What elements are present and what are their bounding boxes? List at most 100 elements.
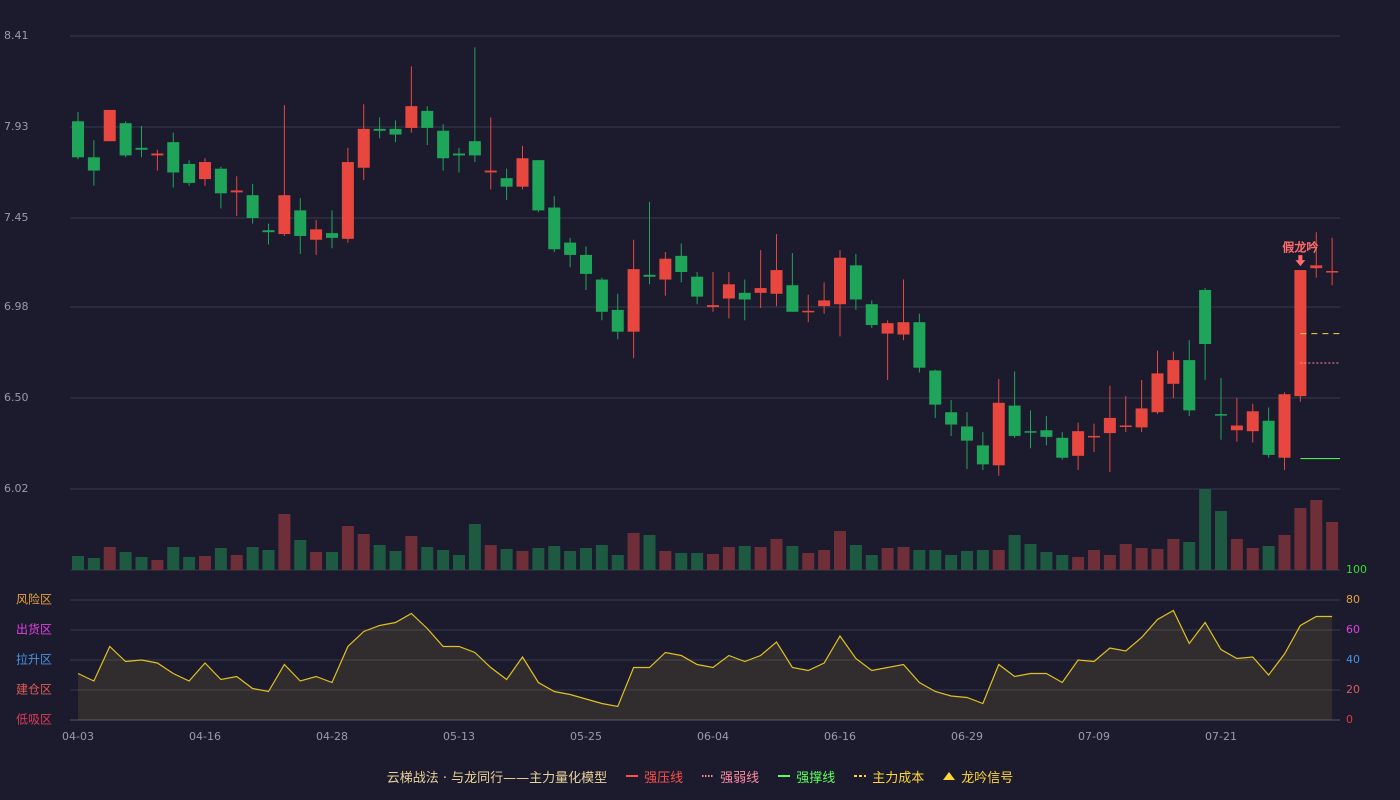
volume-bar <box>1008 535 1021 570</box>
volume-bar <box>834 531 846 570</box>
volume-bar <box>580 548 592 570</box>
legend-label: 强撑线 <box>796 770 836 786</box>
candle-body <box>1135 408 1148 428</box>
candle-body <box>611 309 624 332</box>
candle-body <box>802 310 815 313</box>
volume-bar <box>326 552 338 570</box>
volume-bar <box>437 550 450 570</box>
candle-body <box>627 269 640 332</box>
volume-bar <box>1040 552 1053 570</box>
legend-swatch <box>778 775 791 777</box>
candle-body <box>580 254 592 274</box>
candle-body <box>961 426 973 441</box>
candle-body <box>1008 405 1021 436</box>
volume-bar <box>1167 539 1180 570</box>
volume-bar <box>611 555 624 570</box>
candle-body <box>87 157 100 171</box>
candle-body <box>834 257 846 305</box>
volume-bar <box>453 555 465 570</box>
x-tick-label: 04-16 <box>189 730 221 743</box>
candle-body <box>135 147 148 150</box>
volume-bar <box>500 549 513 570</box>
candle-body <box>326 233 338 238</box>
volume-bar <box>119 552 132 570</box>
candle-body <box>1326 271 1339 273</box>
y2-tick-label: 60 <box>1346 623 1360 636</box>
candle-body <box>1215 414 1227 416</box>
y-tick-label: 8.41 <box>4 29 29 42</box>
volume-bar <box>1199 489 1212 570</box>
candle-body <box>929 370 942 405</box>
candle-body <box>722 284 735 299</box>
candle-body <box>548 207 561 250</box>
legend-item: 强撑线 <box>777 767 835 786</box>
candle-body <box>1183 360 1196 411</box>
volume-bar <box>135 557 148 570</box>
volume-bar <box>595 545 608 570</box>
volume-bar <box>1262 546 1275 570</box>
candle-body <box>1119 425 1132 428</box>
candle-body <box>468 141 481 156</box>
candle-body <box>754 288 767 293</box>
legend-swatch <box>702 775 715 777</box>
volume-bar <box>389 551 402 570</box>
x-tick-label: 06-04 <box>697 730 729 743</box>
candle-body <box>119 123 132 156</box>
volume-bar <box>484 545 497 570</box>
x-tick-label: 05-13 <box>443 730 475 743</box>
volume-bar <box>1056 555 1069 570</box>
volume-bar <box>1072 557 1085 570</box>
candle-body <box>500 178 513 187</box>
candle-body <box>199 162 211 180</box>
candle-body <box>865 304 878 326</box>
volume-bar <box>357 534 370 570</box>
candle-body <box>786 285 799 312</box>
candle-body <box>675 255 688 272</box>
volume-bar <box>564 551 577 570</box>
x-tick-label: 06-16 <box>824 730 856 743</box>
volume-bar <box>707 554 719 570</box>
candle-body <box>103 109 116 142</box>
volume-bar <box>770 539 783 570</box>
candle-body <box>770 270 783 294</box>
candle-body <box>738 292 751 300</box>
volume-bar <box>659 551 672 570</box>
y2-tick-label: 0 <box>1346 713 1353 726</box>
candle-body <box>230 190 243 193</box>
volume-bar <box>199 556 211 570</box>
x-tick-label: 06-29 <box>951 730 983 743</box>
volume-bar <box>945 555 958 570</box>
volume-bar <box>532 548 545 570</box>
candle-body <box>691 276 704 297</box>
volume-bar <box>421 547 434 570</box>
candle-body <box>167 142 180 173</box>
zone-label: 风险区 <box>16 592 52 607</box>
volume-bar <box>929 550 942 570</box>
candle-body <box>595 279 608 312</box>
zone-label: 出货区 <box>16 622 52 637</box>
candle-body <box>945 412 958 425</box>
volume-bar <box>72 556 84 570</box>
candle-body <box>1167 360 1180 384</box>
y2-tick-label: 100 <box>1346 563 1367 576</box>
volume-bar <box>849 545 862 570</box>
volume-bar <box>468 524 481 570</box>
volume-bar <box>167 547 180 570</box>
candle-body <box>262 230 275 233</box>
indicator-line <box>77 609 1333 708</box>
candle-body <box>72 121 84 158</box>
volume-bar <box>294 540 307 570</box>
candle-body <box>437 130 450 159</box>
legend-label: 龙吟信号 <box>961 770 1014 786</box>
volume-bar <box>1326 522 1339 570</box>
volume-bar <box>1151 549 1164 570</box>
candle-body <box>1024 431 1037 433</box>
legend-label: 主力成本 <box>872 770 925 786</box>
candle-body <box>183 163 196 183</box>
candle-body <box>564 242 577 255</box>
volume-bar <box>722 547 735 570</box>
signal-label: 假龙吟 <box>1282 240 1318 255</box>
volume-bar <box>1135 548 1148 570</box>
volume-bar <box>786 546 799 570</box>
